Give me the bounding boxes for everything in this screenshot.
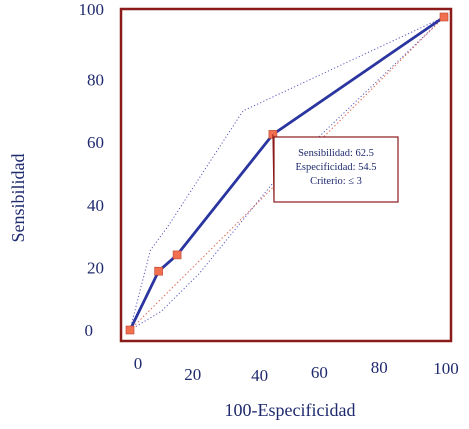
plot-frame: [119, 7, 453, 343]
callout-specificity: Especificidad: 54.5: [295, 162, 376, 173]
callout-sensitivity: Sensibilidad: 62.5: [298, 148, 374, 159]
x-axis-ticks: 0 20 40 60 80 100: [134, 354, 459, 385]
x-tick-label: 60: [311, 363, 328, 382]
y-axis-ticks: 0 20 40 60 80 100: [79, 0, 105, 340]
y-tick-label: 40: [87, 196, 104, 215]
ci-lower-line: [129, 16, 445, 331]
roc-point: [125, 325, 135, 335]
y-tick-label: 0: [85, 321, 94, 340]
y-axis-label: Sensibilidad: [8, 154, 28, 243]
callout-criterion: Criterio: ≤ 3: [310, 176, 362, 187]
y-tick-label: 100: [79, 0, 105, 19]
x-tick-label: 100: [433, 359, 459, 378]
roc-point: [154, 266, 163, 276]
callout: Sensibilidad: 62.5 Especificidad: 54.5 C…: [272, 134, 399, 203]
x-tick-label: 20: [184, 365, 201, 384]
callout-connector: [272, 134, 275, 203]
callout-box: [273, 136, 399, 203]
y-tick-label: 60: [87, 133, 104, 152]
roc-point: [439, 12, 449, 22]
x-tick-label: 80: [371, 358, 388, 377]
x-tick-label: 0: [134, 354, 143, 373]
y-tick-label: 80: [87, 71, 104, 90]
y-tick-label: 20: [87, 258, 104, 277]
x-tick-label: 40: [251, 366, 268, 385]
ci-upper-line: [129, 16, 445, 331]
confidence-bands: [129, 16, 445, 331]
roc-point: [172, 250, 182, 260]
x-axis-label: 100-Especificidad: [225, 400, 356, 420]
